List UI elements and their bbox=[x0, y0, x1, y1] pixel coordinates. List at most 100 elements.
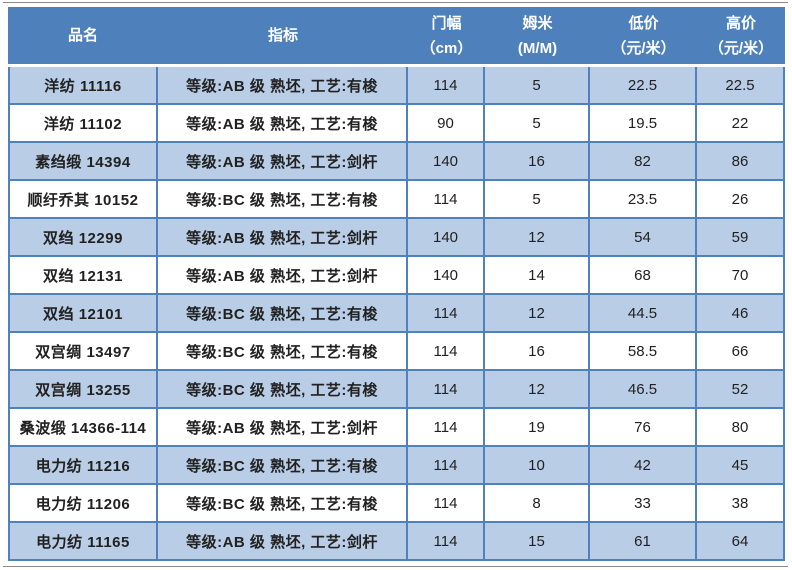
width-cell: 140 bbox=[408, 143, 485, 181]
width-cell: 90 bbox=[408, 105, 485, 143]
width-cell: 140 bbox=[408, 257, 485, 295]
product-name-cell: 素绉缎 14394 bbox=[8, 143, 158, 181]
low-price-cell: 76 bbox=[590, 409, 697, 447]
momme-cell: 14 bbox=[485, 257, 590, 295]
col-header-label: 指标 bbox=[267, 27, 298, 44]
product-name-cell: 双宫绸 13497 bbox=[8, 333, 158, 371]
high-price-cell: 66 bbox=[697, 333, 785, 371]
col-header-label: 低价 bbox=[628, 14, 659, 32]
table-row: 电力纺 11216 等级:BC 级 熟坯, 工艺:有梭 114 10 42 45 bbox=[8, 447, 785, 485]
product-name-cell: 双绉 12299 bbox=[8, 219, 158, 257]
table-row: 双宫绸 13255 等级:BC 级 熟坯, 工艺:有梭 114 12 46.5 52 bbox=[8, 371, 785, 409]
momme-cell: 12 bbox=[485, 371, 590, 409]
low-price-cell: 33 bbox=[590, 485, 697, 523]
col-header-unit: （元/米） bbox=[611, 39, 676, 57]
high-price-cell: 80 bbox=[697, 409, 785, 447]
spec-cell: 等级:AB 级 熟坯, 工艺:有梭 bbox=[158, 67, 408, 105]
low-price-cell: 46.5 bbox=[590, 371, 697, 409]
col-header-momme: 姆米 (M/M) bbox=[485, 7, 590, 67]
product-name-cell: 双绉 12101 bbox=[8, 295, 158, 333]
width-cell: 114 bbox=[408, 67, 485, 105]
high-price-cell: 70 bbox=[697, 257, 785, 295]
width-cell: 114 bbox=[408, 409, 485, 447]
high-price-cell: 22 bbox=[697, 105, 785, 143]
low-price-cell: 68 bbox=[590, 257, 697, 295]
table-row: 双宫绸 13497 等级:BC 级 熟坯, 工艺:有梭 114 16 58.5 66 bbox=[8, 333, 785, 371]
momme-cell: 8 bbox=[485, 485, 590, 523]
width-cell: 114 bbox=[408, 371, 485, 409]
momme-cell: 15 bbox=[485, 523, 590, 561]
low-price-cell: 61 bbox=[590, 523, 697, 561]
spec-cell: 等级:AB 级 熟坯, 工艺:剑杆 bbox=[158, 409, 408, 447]
spec-cell: 等级:AB 级 熟坯, 工艺:剑杆 bbox=[158, 219, 408, 257]
spec-cell: 等级:BC 级 熟坯, 工艺:有梭 bbox=[158, 447, 408, 485]
table-row: 顺纡乔其 10152 等级:BC 级 熟坯, 工艺:有梭 114 5 23.5 26 bbox=[8, 181, 785, 219]
product-name-cell: 双绉 12131 bbox=[8, 257, 158, 295]
spec-cell: 等级:BC 级 熟坯, 工艺:有梭 bbox=[158, 181, 408, 219]
momme-cell: 16 bbox=[485, 333, 590, 371]
col-header-product-name: 品名 bbox=[8, 7, 158, 67]
table-body: 洋纺 11116 等级:AB 级 熟坯, 工艺:有梭 114 5 22.5 22.5 洋纺 … bbox=[8, 67, 785, 561]
low-price-cell: 54 bbox=[590, 219, 697, 257]
high-price-cell: 86 bbox=[697, 143, 785, 181]
frame-top-line bbox=[3, 2, 788, 3]
product-name-cell: 洋纺 11116 bbox=[8, 67, 158, 105]
spec-cell: 等级:BC 级 熟坯, 工艺:有梭 bbox=[158, 485, 408, 523]
col-header-high-price: 高价 （元/米） bbox=[697, 7, 785, 67]
product-name-cell: 电力纺 11165 bbox=[8, 523, 158, 561]
spec-cell: 等级:AB 级 熟坯, 工艺:剑杆 bbox=[158, 523, 408, 561]
header-row: 品名 指标 门幅 （cm） 姆米 (M/M) 低价 （元/米） bbox=[8, 7, 785, 67]
table-row: 双绉 12101 等级:BC 级 熟坯, 工艺:有梭 114 12 44.5 46 bbox=[8, 295, 785, 333]
momme-cell: 5 bbox=[485, 105, 590, 143]
high-price-cell: 26 bbox=[697, 181, 785, 219]
momme-cell: 12 bbox=[485, 295, 590, 333]
width-cell: 114 bbox=[408, 485, 485, 523]
spec-cell: 等级:AB 级 熟坯, 工艺:有梭 bbox=[158, 105, 408, 143]
col-header-unit: (M/M) bbox=[517, 39, 558, 57]
table-row: 洋纺 11102 等级:AB 级 熟坯, 工艺:有梭 90 5 19.5 22 bbox=[8, 105, 785, 143]
spec-cell: 等级:BC 级 熟坯, 工艺:有梭 bbox=[158, 371, 408, 409]
product-name-cell: 电力纺 11206 bbox=[8, 485, 158, 523]
product-name-cell: 洋纺 11102 bbox=[8, 105, 158, 143]
high-price-cell: 45 bbox=[697, 447, 785, 485]
low-price-cell: 82 bbox=[590, 143, 697, 181]
momme-cell: 16 bbox=[485, 143, 590, 181]
width-cell: 114 bbox=[408, 295, 485, 333]
table-row: 电力纺 11206 等级:BC 级 熟坯, 工艺:有梭 114 8 33 38 bbox=[8, 485, 785, 523]
momme-cell: 19 bbox=[485, 409, 590, 447]
col-header-spec: 指标 bbox=[158, 7, 408, 67]
low-price-cell: 22.5 bbox=[590, 67, 697, 105]
col-header-width: 门幅 （cm） bbox=[408, 7, 485, 67]
low-price-cell: 44.5 bbox=[590, 295, 697, 333]
high-price-cell: 46 bbox=[697, 295, 785, 333]
low-price-cell: 19.5 bbox=[590, 105, 697, 143]
col-header-unit: （cm） bbox=[420, 39, 473, 57]
product-name-cell: 双宫绸 13255 bbox=[8, 371, 158, 409]
col-header-unit: （元/米） bbox=[708, 39, 774, 57]
momme-cell: 5 bbox=[485, 181, 590, 219]
table-row: 洋纺 11116 等级:AB 级 熟坯, 工艺:有梭 114 5 22.5 22.5 bbox=[8, 67, 785, 105]
width-cell: 114 bbox=[408, 523, 485, 561]
momme-cell: 12 bbox=[485, 219, 590, 257]
table-row: 双绉 12131 等级:AB 级 熟坯, 工艺:剑杆 140 14 68 70 bbox=[8, 257, 785, 295]
spec-cell: 等级:AB 级 熟坯, 工艺:剑杆 bbox=[158, 143, 408, 181]
width-cell: 114 bbox=[408, 181, 485, 219]
low-price-cell: 58.5 bbox=[590, 333, 697, 371]
high-price-cell: 38 bbox=[697, 485, 785, 523]
width-cell: 140 bbox=[408, 219, 485, 257]
col-header-label: 高价 bbox=[725, 14, 756, 32]
high-price-cell: 22.5 bbox=[697, 67, 785, 105]
high-price-cell: 52 bbox=[697, 371, 785, 409]
product-name-cell: 桑波缎 14366-114 bbox=[8, 409, 158, 447]
col-header-label: 姆米 bbox=[522, 14, 553, 32]
high-price-cell: 64 bbox=[697, 523, 785, 561]
high-price-cell: 59 bbox=[697, 219, 785, 257]
spec-cell: 等级:BC 级 熟坯, 工艺:有梭 bbox=[158, 333, 408, 371]
col-header-label: 门幅 bbox=[431, 14, 462, 32]
table-row: 素绉缎 14394 等级:AB 级 熟坯, 工艺:剑杆 140 16 82 86 bbox=[8, 143, 785, 181]
low-price-cell: 42 bbox=[590, 447, 697, 485]
table-header: 品名 指标 门幅 （cm） 姆米 (M/M) 低价 （元/米） bbox=[8, 7, 785, 67]
momme-cell: 10 bbox=[485, 447, 590, 485]
col-header-label: 品名 bbox=[67, 27, 98, 44]
